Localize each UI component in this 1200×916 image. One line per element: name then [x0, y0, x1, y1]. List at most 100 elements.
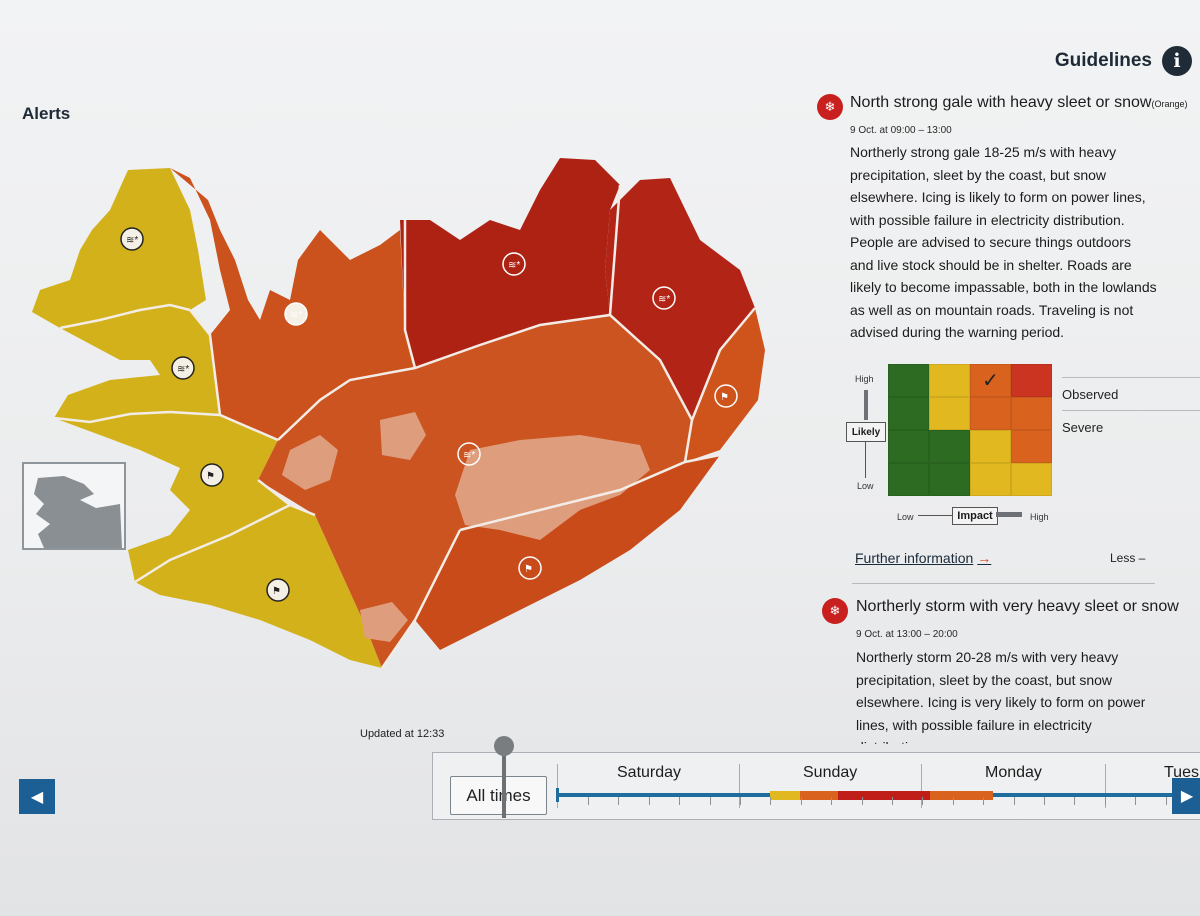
wind-snow-icon[interactable]: ≋*: [652, 286, 676, 310]
guidelines-link[interactable]: Guidelines i: [1055, 46, 1192, 76]
timeline-tick: [770, 797, 771, 805]
matrix-cell: [1011, 397, 1052, 430]
wind-snow-icon[interactable]: ≋*: [171, 356, 195, 380]
day-tuesday[interactable]: Tues: [1164, 764, 1199, 781]
map-warning-icons: ≋* ≋* ⚑ ⚑ ≋* ≋* ≋* ≋* ⚑ ⚑: [120, 227, 738, 602]
wind-snow-icon[interactable]: ≋*: [284, 302, 308, 326]
day-monday[interactable]: Monday: [985, 764, 1042, 781]
matrix-y-high: High: [855, 374, 874, 384]
day-saturday[interactable]: Saturday: [617, 764, 682, 781]
arrow-right-icon: ▶: [1180, 788, 1194, 805]
timeline-tick: [1044, 797, 1045, 805]
matrix-y-bar: [864, 390, 868, 420]
matrix-cell: [970, 397, 1011, 430]
matrix-cell: [1011, 463, 1052, 496]
divider: [852, 583, 1155, 584]
region-north[interactable]: [400, 158, 620, 368]
inset-map: [34, 476, 122, 548]
windsock-icon[interactable]: ⚑: [518, 556, 542, 580]
matrix-cell: [888, 463, 929, 496]
timeline-tick: [1014, 797, 1015, 805]
timeline-tick: [710, 797, 711, 805]
less-toggle[interactable]: Less –: [1110, 551, 1146, 565]
further-information-link[interactable]: Further information →: [855, 550, 992, 566]
day-sunday[interactable]: Sunday: [803, 764, 858, 781]
next-button[interactable]: ▶: [1172, 778, 1200, 814]
glacier-vatnajokull: [455, 435, 650, 540]
timeline-tick: [983, 797, 984, 805]
matrix-cell: [888, 430, 929, 463]
svg-text:⚑: ⚑: [272, 586, 281, 597]
warning-band-orange[interactable]: [800, 791, 838, 800]
info-icon[interactable]: i: [1162, 46, 1192, 76]
svg-text:⚑: ⚑: [720, 392, 729, 403]
timeline-tick: [831, 797, 832, 805]
alerts-title: Alerts: [22, 104, 71, 123]
alert-1-title[interactable]: North strong gale with heavy sleet or sn…: [850, 94, 1188, 111]
time-slider-handle[interactable]: [494, 736, 514, 756]
legend-severe: Severe: [1062, 410, 1200, 435]
timeline-tick: [740, 797, 741, 805]
glacier-myrdalsjokull: [360, 602, 408, 642]
alert-1-time: 9 Oct. at 09:00 – 13:00: [850, 125, 952, 136]
day-divider: [557, 764, 558, 808]
day-divider: [739, 764, 740, 808]
matrix-y-label: Likely: [846, 422, 886, 442]
svg-text:⚑: ⚑: [524, 564, 533, 575]
alert-2-title[interactable]: Northerly storm with very heavy sleet or…: [856, 598, 1179, 615]
timeline-tick: [922, 797, 923, 805]
arrow-right-icon: →: [977, 550, 992, 566]
windsock-icon[interactable]: ⚑: [266, 578, 290, 602]
region-south[interactable]: [135, 505, 382, 668]
timeline-tick: [618, 797, 619, 805]
matrix-x-line: [918, 515, 952, 516]
capital-region-inset[interactable]: [22, 462, 126, 550]
timeline-tick: [679, 797, 680, 805]
warning-band-orange[interactable]: [930, 791, 993, 800]
svg-text:⚑: ⚑: [206, 471, 215, 482]
windsock-icon[interactable]: ⚑: [200, 463, 224, 487]
svg-text:≋*: ≋*: [290, 310, 302, 321]
matrix-cell: [929, 397, 970, 430]
windsock-icon[interactable]: ⚑: [714, 384, 738, 408]
matrix-cell: [929, 463, 970, 496]
region-southeast[interactable]: [415, 455, 720, 650]
warning-band-red[interactable]: [838, 791, 930, 800]
all-times-button[interactable]: All times: [450, 776, 547, 815]
svg-text:≋*: ≋*: [177, 364, 189, 375]
matrix-x-high: High: [1030, 512, 1049, 522]
prev-button[interactable]: ◀: [19, 779, 55, 814]
timeline-tick: [1135, 797, 1136, 805]
timeline-start-cap: [556, 788, 559, 802]
timeline-tick: [588, 797, 589, 805]
matrix-x-label: Impact: [952, 507, 998, 525]
region-faxafloi[interactable]: [54, 412, 290, 582]
wind-snow-icon[interactable]: ≋*: [120, 227, 144, 251]
region-west[interactable]: [54, 305, 220, 422]
timeline-tick: [1074, 797, 1075, 805]
matrix-cell: [970, 430, 1011, 463]
matrix-cell: [1011, 364, 1052, 397]
legend-observed: Observed: [1062, 377, 1200, 402]
matrix-cell: [1011, 430, 1052, 463]
matrix-y-low: Low: [857, 481, 874, 491]
risk-matrix: ✓: [888, 364, 1052, 496]
matrix-x-bar: [996, 512, 1022, 517]
timeline-tick: [862, 797, 863, 805]
matrix-cell-selected: ✓: [970, 364, 1011, 397]
alert-2-icon: ❄: [822, 598, 848, 624]
wind-snow-icon[interactable]: ≋*: [457, 442, 481, 466]
timeline-tick: [892, 797, 893, 805]
updated-timestamp: Updated at 12:33: [360, 728, 445, 740]
matrix-x-low: Low: [897, 512, 914, 522]
time-slider-stem[interactable]: [502, 752, 506, 818]
svg-text:≋*: ≋*: [463, 450, 475, 461]
wind-snow-icon[interactable]: ≋*: [502, 252, 526, 276]
region-northeast[interactable]: [605, 178, 755, 420]
timeline-tick: [953, 797, 954, 805]
warning-band-yellow[interactable]: [770, 791, 800, 800]
region-westfjords[interactable]: [32, 168, 206, 328]
alert-2-time: 9 Oct. at 13:00 – 20:00: [856, 629, 958, 640]
glacier-hofsjokull: [380, 412, 426, 460]
timeline-tick: [649, 797, 650, 805]
